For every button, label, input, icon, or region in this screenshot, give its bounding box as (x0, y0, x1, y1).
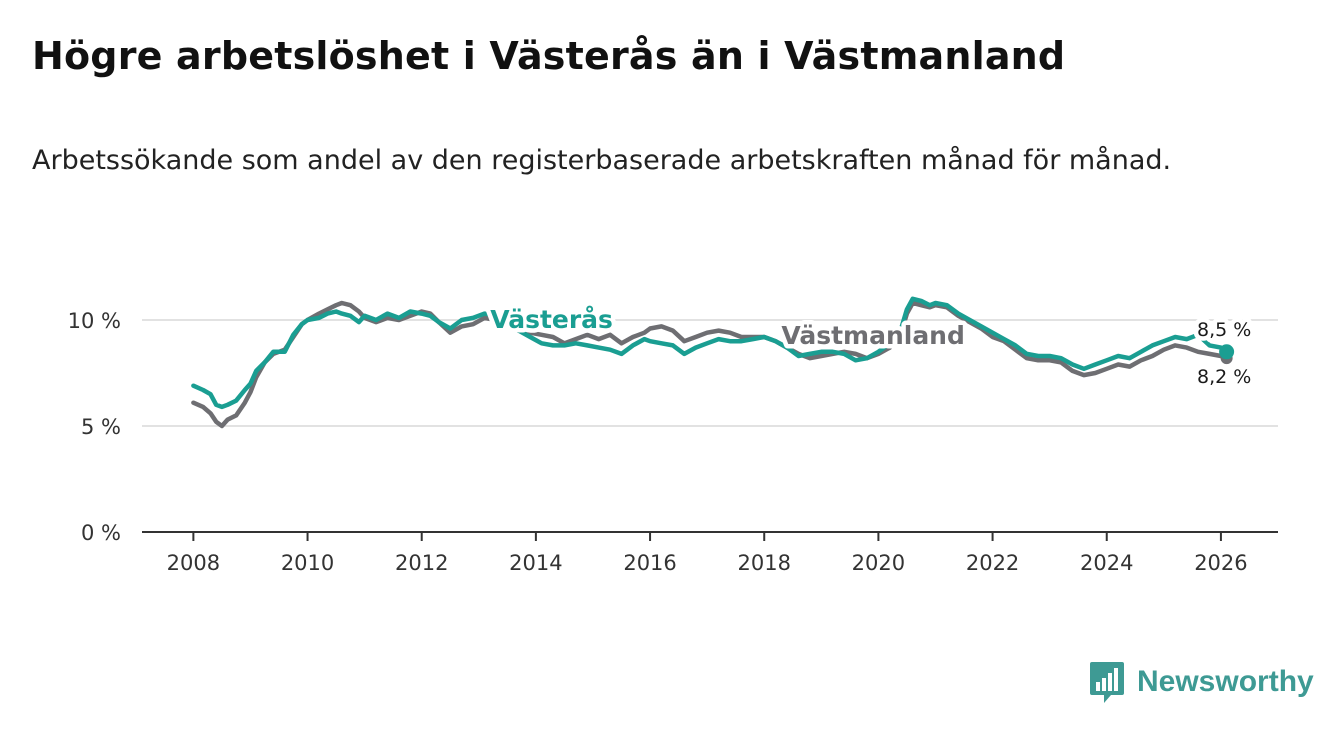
newsworthy-wordmark: Newsworthy (1137, 665, 1314, 698)
newsworthy-brand[interactable]: Newsworthy (1089, 660, 1314, 704)
series-lines (191, 296, 1235, 429)
series-label-vasteras: Västerås (490, 305, 613, 334)
series-label-vastmanland: Västmanland (781, 321, 965, 350)
x-tick-label: 2012 (395, 551, 448, 575)
chart-title: Högre arbetslöshet i Västerås än i Västm… (32, 34, 1066, 78)
y-tick-label: 5 % (81, 415, 121, 439)
chart-subtitle: Arbetssökande som andel av den registerb… (32, 145, 1172, 176)
x-tick-label: 2020 (852, 551, 905, 575)
series-line-vasteras (191, 296, 1229, 410)
x-tick-label: 2014 (509, 551, 562, 575)
x-tick-label: 2022 (966, 551, 1019, 575)
series-labels: Västerås Västmanland 8,5 % 8,2 % (486, 301, 1256, 393)
end-marker-vasteras (1219, 344, 1235, 360)
x-tick-label: 2018 (738, 551, 791, 575)
newsworthy-logo-icon (1090, 662, 1124, 703)
axes: 0 % 5 % 10 % 2008 2010 2012 2014 2016 2018 2020 20… (68, 309, 1278, 575)
x-tick-label: 2008 (167, 551, 220, 575)
x-tick-label: 2010 (281, 551, 334, 575)
y-tick-label: 0 % (81, 521, 121, 545)
x-tick-label: 2024 (1080, 551, 1133, 575)
end-value-label-vasteras: 8,5 % (1197, 319, 1251, 341)
gridlines (142, 319, 1278, 427)
line-chart: 0 % 5 % 10 % 2008 2010 2012 2014 2016 2018 2020 20… (68, 296, 1278, 575)
x-tick-label: 2016 (623, 551, 676, 575)
series-line-vastmanland (191, 300, 1229, 429)
end-value-label-vastmanland: 8,2 % (1197, 366, 1251, 388)
y-tick-label: 10 % (68, 309, 121, 333)
x-tick-label: 2026 (1194, 551, 1247, 575)
